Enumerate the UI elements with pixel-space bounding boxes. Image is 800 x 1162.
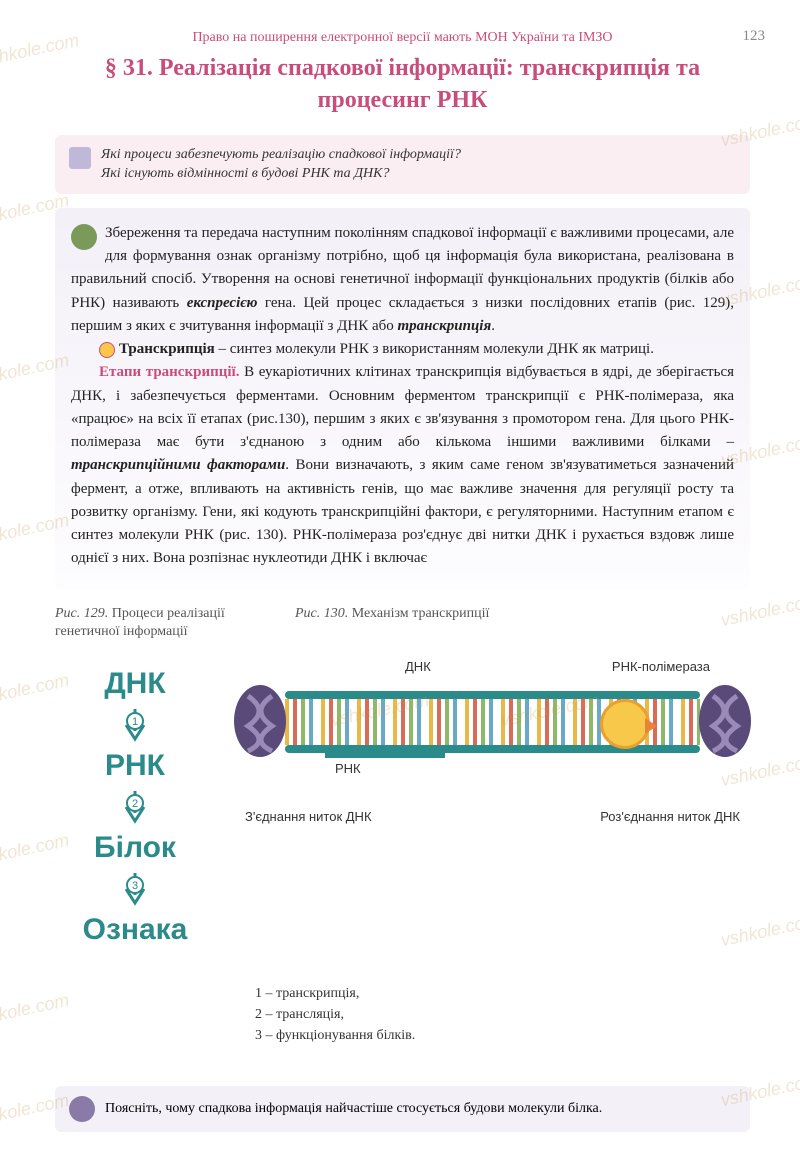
legend: 1 – транскрипція, 2 – трансляція, 3 – фу…: [255, 983, 750, 1046]
legend-2: 2 – трансляція,: [255, 1004, 750, 1025]
diagram-area: ДНК 1 РНК 2 Білок 3 Ознака ДНК РНК-полім…: [55, 661, 750, 953]
question-2: Які існують відмінності в будові РНК та …: [101, 164, 461, 184]
rna-strand: [325, 753, 445, 758]
flow-diagram: ДНК 1 РНК 2 Білок 3 Ознака: [55, 661, 215, 953]
notebook-icon: [69, 147, 91, 169]
arrow-3: 3: [55, 871, 215, 907]
alert-icon: !: [99, 342, 115, 358]
definition-text: – синтез молекули РНК з використанням мо…: [215, 341, 654, 357]
label-rna: РНК: [335, 761, 361, 776]
flow-rnk: РНК: [55, 749, 215, 783]
footer-task-text: Поясніть, чому спадкова інформація найча…: [105, 1101, 602, 1117]
leaf-icon: [71, 224, 97, 250]
label-join: З'єднання ниток ДНК: [245, 809, 372, 824]
svg-text:3: 3: [132, 880, 138, 892]
term-factors: транскрипційними факторами: [71, 457, 285, 473]
para1-c: .: [491, 318, 495, 334]
legend-1: 1 – транскрипція,: [255, 983, 750, 1004]
header-note: Право на поширення електронної версії ма…: [55, 30, 750, 46]
polymerase-icon: [600, 699, 650, 749]
term-expression: експресією: [187, 295, 258, 311]
flow-trait: Ознака: [55, 913, 215, 947]
para2-b: . Вони визначають, з яким саме геном зв'…: [71, 457, 734, 566]
mechanism-diagram: ДНК РНК-полімераза Фермент РНК З'єднання…: [235, 661, 750, 953]
definition-label: Транскрипція: [119, 341, 215, 357]
question-1: Які процеси забезпечують реалізацію спад…: [101, 145, 461, 165]
term-transcription: транскрипція: [398, 318, 492, 334]
figure-captions: Рис. 129. Процеси реалізації генетичної …: [55, 605, 750, 641]
svg-text:1: 1: [132, 716, 138, 728]
helix-right-icon: [695, 681, 755, 761]
main-text-box: Збереження та передача наступним поколін…: [55, 208, 750, 589]
fig129-num: Рис. 129.: [55, 606, 108, 621]
label-polymerase: РНК-полімераза: [612, 659, 710, 674]
arrow-1: 1: [55, 707, 215, 743]
label-dnk: ДНК: [405, 659, 431, 674]
dna-strand-top: [285, 691, 700, 699]
svg-text:2: 2: [132, 798, 138, 810]
page-number: 123: [743, 28, 766, 45]
label-split: Роз'єднання ниток ДНК: [600, 809, 740, 824]
fig130-num: Рис. 130.: [295, 606, 348, 621]
arrow-2: 2: [55, 789, 215, 825]
legend-3: 3 – функціонування білків.: [255, 1025, 750, 1046]
dna-strand-bottom: [285, 745, 700, 753]
people-icon: [69, 1096, 95, 1122]
question-box: Які процеси забезпечують реалізацію спад…: [55, 135, 750, 194]
fig130-text: Механізм транскрипції: [348, 606, 489, 621]
helix-left-icon: [230, 681, 290, 761]
section-title: § 31. Реалізація спадкової інформації: т…: [55, 52, 750, 117]
footer-task-box: Поясніть, чому спадкова інформація найча…: [55, 1086, 750, 1132]
sub-heading: Етапи транскрипції.: [99, 364, 239, 380]
flow-dnk: ДНК: [55, 667, 215, 701]
flow-protein: Білок: [55, 831, 215, 865]
